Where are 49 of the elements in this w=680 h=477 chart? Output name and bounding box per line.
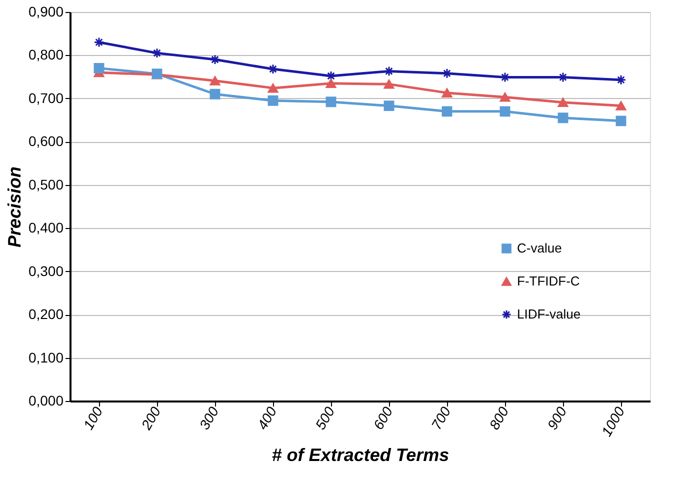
y-tick-label: 0,000 <box>28 392 64 408</box>
point <box>326 70 336 82</box>
point <box>616 74 626 86</box>
point <box>268 64 278 74</box>
x-axis-title: # of Extracted Terms <box>272 444 450 465</box>
point <box>500 72 510 82</box>
point <box>442 106 452 117</box>
y-tick-label: 0,200 <box>28 306 64 322</box>
point <box>500 106 510 117</box>
y-axis-title: Precision <box>4 166 24 248</box>
legend-label: LIDF-value <box>517 306 581 322</box>
point <box>442 68 452 79</box>
point <box>210 88 220 100</box>
x-tick-label: 700 <box>428 404 454 432</box>
point <box>94 37 104 48</box>
legend-label: C-value <box>517 240 562 256</box>
y-tick-label: 0,500 <box>28 176 64 192</box>
point <box>384 100 394 112</box>
x-tick-label: 400 <box>254 404 280 432</box>
x-tick-label: 600 <box>370 404 396 432</box>
y-tick-label: 0,900 <box>28 4 64 20</box>
point <box>210 54 220 65</box>
y-tick-label: 0,100 <box>28 349 64 366</box>
x-tick-label: 900 <box>544 404 570 432</box>
point <box>384 80 394 89</box>
point <box>268 83 278 93</box>
y-tick-label: 0,700 <box>28 90 64 106</box>
point <box>558 72 568 82</box>
point <box>326 78 336 88</box>
point <box>268 95 278 106</box>
point <box>326 96 336 108</box>
x-tick-label: 500 <box>312 404 338 432</box>
x-tick-label: 800 <box>486 404 512 432</box>
y-tick-label: 0,600 <box>28 133 64 150</box>
point <box>500 92 510 102</box>
point <box>558 98 568 107</box>
point <box>558 112 568 124</box>
y-tick-label: 0,800 <box>28 46 64 63</box>
point <box>616 101 626 110</box>
y-tick-label: 0,300 <box>28 262 64 279</box>
point <box>384 66 394 76</box>
point <box>442 88 452 98</box>
point <box>210 76 220 86</box>
point <box>94 62 104 74</box>
x-tick-label: 300 <box>196 404 222 432</box>
y-tick-label: 0,400 <box>28 220 64 236</box>
legend-label: F-TFIDF-C <box>517 274 580 288</box>
point <box>616 116 626 126</box>
point <box>152 48 162 58</box>
